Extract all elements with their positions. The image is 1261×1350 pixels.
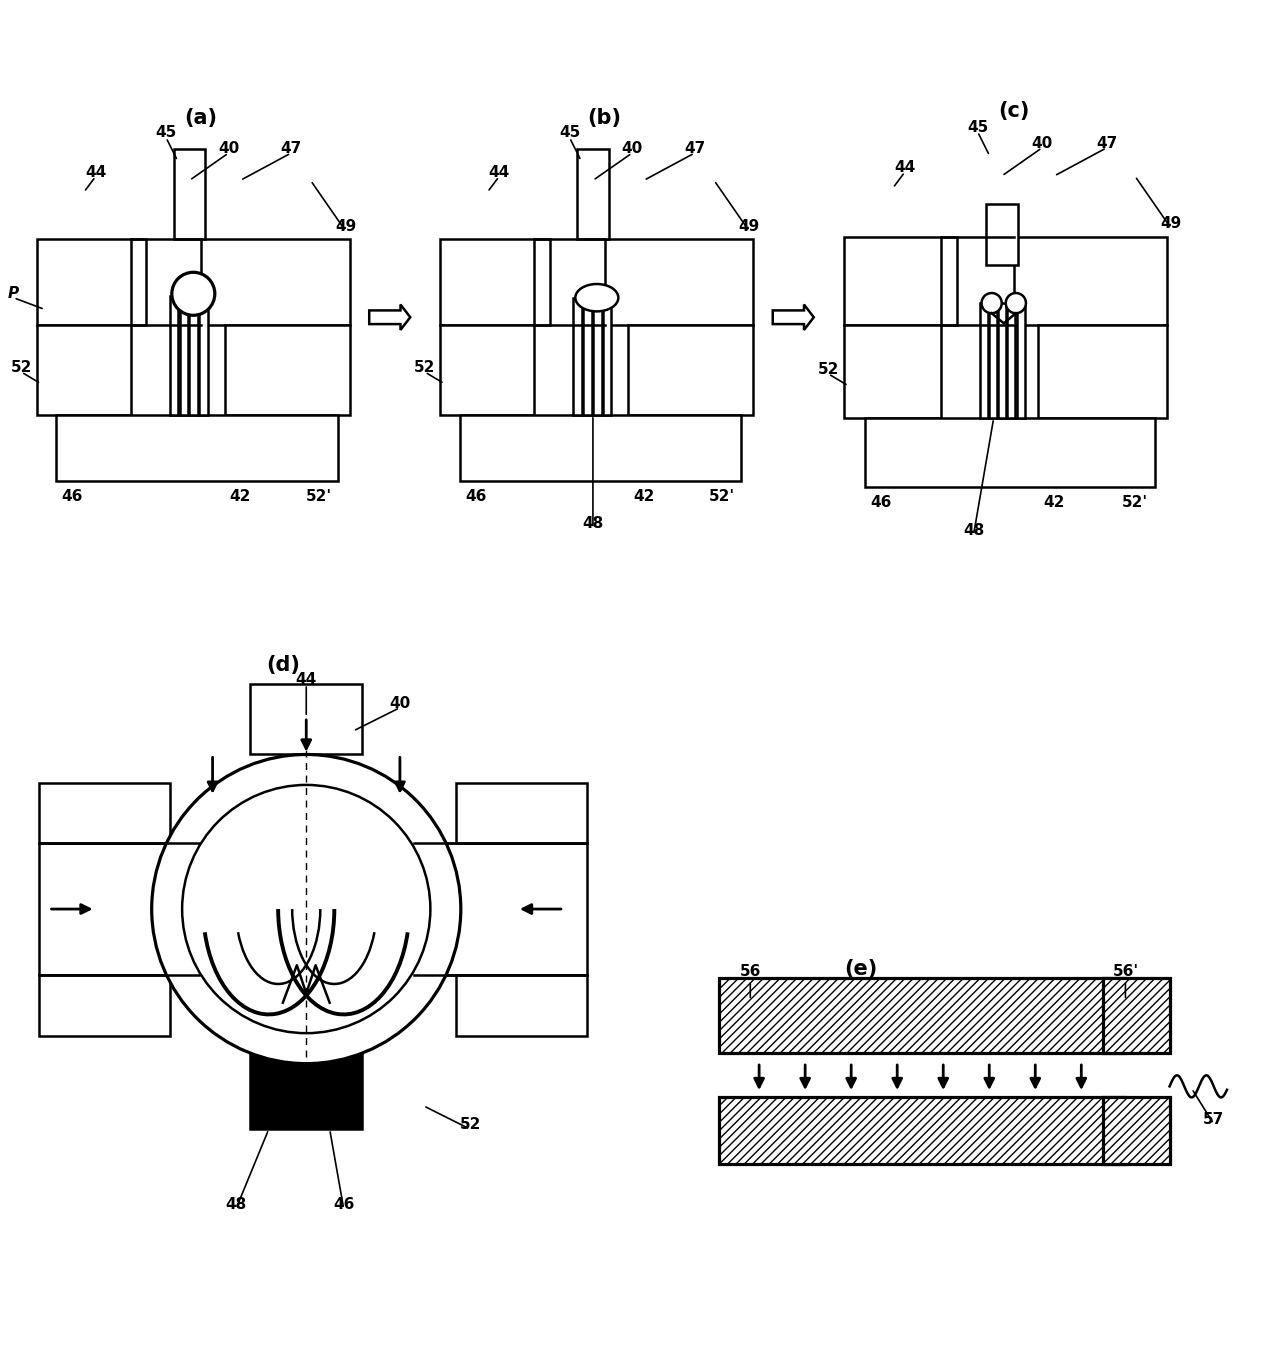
Text: 47: 47 [1096, 136, 1117, 151]
Text: 52': 52' [709, 489, 735, 504]
Bar [202, 239, 349, 325]
Circle shape [151, 755, 460, 1064]
Text: 52: 52 [459, 1118, 480, 1133]
Bar [628, 325, 753, 414]
Bar [720, 979, 1125, 1053]
Text: 45: 45 [559, 126, 580, 140]
Text: 47: 47 [280, 140, 301, 157]
Bar [574, 298, 583, 414]
Ellipse shape [575, 284, 618, 312]
Bar [593, 298, 601, 414]
Bar [39, 783, 170, 844]
Text: 52: 52 [817, 362, 839, 377]
Bar [845, 325, 941, 418]
Bar [1014, 236, 1168, 325]
Bar [414, 844, 588, 975]
Text: 40: 40 [622, 140, 643, 157]
Bar [250, 684, 362, 755]
FancyArrow shape [369, 305, 410, 329]
Bar [224, 325, 349, 414]
Bar [440, 239, 550, 325]
Text: 56': 56' [1112, 964, 1139, 979]
Bar [199, 296, 208, 414]
Bar [440, 325, 535, 414]
Bar [1103, 1098, 1169, 1164]
Text: 52: 52 [414, 360, 435, 375]
Bar [57, 414, 338, 482]
Bar [986, 204, 1018, 265]
Bar [720, 1098, 1125, 1164]
Bar [250, 1012, 362, 1129]
Text: 40: 40 [218, 140, 240, 157]
Text: 44: 44 [295, 672, 317, 687]
Text: 57: 57 [1203, 1112, 1224, 1127]
Text: 45: 45 [967, 120, 989, 135]
Bar [980, 304, 987, 418]
Bar [189, 296, 198, 414]
Bar [174, 148, 206, 239]
Bar [170, 296, 179, 414]
Text: 48: 48 [226, 1197, 247, 1212]
Circle shape [182, 784, 430, 1033]
Text: (a): (a) [184, 108, 218, 128]
Text: 49: 49 [1160, 216, 1182, 231]
Bar [39, 844, 213, 975]
Bar [1008, 304, 1015, 418]
Text: 44: 44 [84, 165, 106, 180]
Text: 46: 46 [465, 489, 487, 504]
Bar [605, 239, 753, 325]
Text: 46: 46 [62, 489, 83, 504]
Text: 48: 48 [583, 516, 604, 532]
Text: 42: 42 [633, 489, 654, 504]
Text: 52': 52' [305, 489, 332, 504]
Bar [456, 783, 588, 844]
Text: 44: 44 [894, 161, 915, 176]
Bar [999, 304, 1006, 418]
Circle shape [171, 273, 214, 316]
Text: 49: 49 [335, 219, 357, 235]
Text: 52': 52' [1122, 495, 1148, 510]
Text: 42: 42 [1044, 495, 1064, 510]
Bar [989, 304, 997, 418]
Bar [603, 298, 612, 414]
Bar [37, 239, 146, 325]
Text: 48: 48 [963, 524, 984, 539]
Text: P: P [8, 286, 19, 301]
Circle shape [981, 293, 1001, 313]
Bar [578, 148, 609, 239]
Text: 46: 46 [870, 495, 892, 510]
Text: 44: 44 [488, 165, 509, 180]
Text: (d): (d) [266, 656, 300, 675]
Bar [179, 296, 188, 414]
Bar [460, 414, 741, 482]
Bar [583, 298, 591, 414]
FancyArrow shape [773, 305, 813, 329]
Bar [456, 975, 588, 1035]
Circle shape [1006, 293, 1026, 313]
Text: 45: 45 [155, 126, 177, 140]
Text: (e): (e) [844, 960, 878, 979]
Text: 47: 47 [683, 140, 705, 157]
Bar [845, 236, 957, 325]
Text: (b): (b) [588, 108, 622, 128]
Bar [39, 975, 170, 1035]
Bar [1103, 979, 1169, 1053]
Text: 46: 46 [333, 1197, 354, 1212]
Bar [37, 325, 131, 414]
Bar [865, 418, 1155, 487]
Text: 52: 52 [10, 360, 32, 375]
Text: 40: 40 [1031, 136, 1053, 151]
Text: 42: 42 [230, 489, 251, 504]
Bar [1016, 304, 1025, 418]
Text: 40: 40 [390, 695, 411, 710]
Text: 56: 56 [740, 964, 760, 979]
Bar [1038, 325, 1168, 418]
Text: (c): (c) [999, 101, 1029, 122]
Text: 49: 49 [739, 219, 760, 235]
